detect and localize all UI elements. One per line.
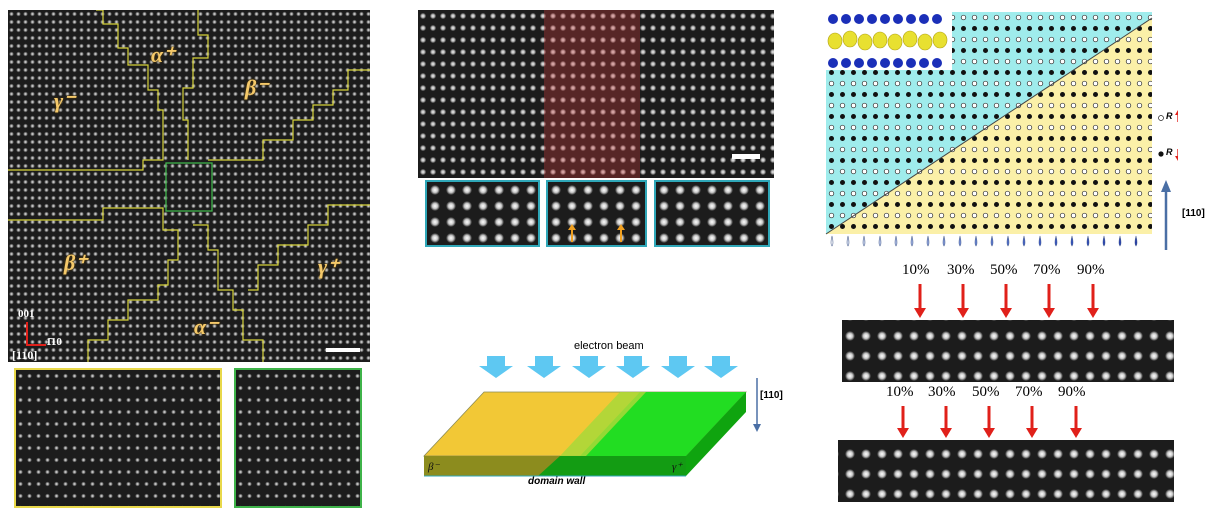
- label-r-up: R: [1166, 111, 1173, 121]
- highlighted-domain-wall-region: [544, 10, 640, 178]
- domain-label-beta-plus: β⁺: [64, 250, 87, 275]
- stem-image-strip: [418, 10, 774, 178]
- percent-label: 90%: [1077, 262, 1105, 278]
- axis-label-110: 1̄10: [46, 336, 62, 348]
- inset-right: [654, 180, 770, 247]
- domain-label-alpha-minus: α⁻: [194, 314, 218, 339]
- label-r-down: R: [1166, 147, 1173, 157]
- domain-label-alpha-plus: α⁺: [151, 42, 175, 67]
- percent-row-1: 10% 30% 50% 70% 90%: [840, 262, 1180, 322]
- lattice-schematic: R R [110]: [822, 8, 1205, 256]
- percent-label: 50%: [972, 384, 1000, 400]
- beam-arrows: [479, 356, 738, 378]
- zoom-green-region: [234, 368, 362, 508]
- axis-arrow-horizontal: [26, 344, 46, 346]
- domain-boundaries: [8, 10, 370, 362]
- slab-diagram: electron beam [110] β⁻ γ⁺ domain wall: [410, 336, 790, 506]
- domain-wall-label: domain wall: [528, 476, 586, 487]
- axis-arrow-vertical: [26, 322, 28, 346]
- droplet-row: [830, 235, 1138, 247]
- axis-label-001: 001: [18, 308, 35, 320]
- percent-row-2: 10% 30% 50% 70% 90%: [840, 384, 1180, 444]
- electron-beam-label: electron beam: [574, 340, 644, 352]
- domain-label-gamma-plus: γ⁺: [318, 254, 339, 279]
- percent-label: 10%: [902, 262, 930, 278]
- percent-label: 10%: [886, 384, 914, 400]
- percent-label: 90%: [1058, 384, 1086, 400]
- direction-label: [110]: [1182, 208, 1205, 219]
- linescan-image-2: [838, 440, 1174, 502]
- red-arrows-row-2: [897, 406, 1082, 438]
- domain-label-beta-minus: β⁻: [245, 75, 268, 100]
- right-domain-label: γ⁺: [672, 461, 683, 473]
- wall-arrows: [568, 224, 625, 242]
- domain-label-gamma-minus: γ⁻: [54, 88, 75, 113]
- percent-label: 30%: [947, 262, 975, 278]
- slab-svg: [423, 356, 761, 477]
- stem-image-large: γ⁻ α⁺ β⁻ β⁺ γ⁺ α⁻ 001 1̄10 [110]: [8, 10, 370, 362]
- direction-label: [110]: [760, 390, 783, 401]
- percent-label: 50%: [990, 262, 1018, 278]
- percent-label: 70%: [1033, 262, 1061, 278]
- zoom-yellow-region: [14, 368, 222, 508]
- inset-left: [425, 180, 540, 247]
- linescan-image-1: [842, 320, 1174, 382]
- left-domain-label: β⁻: [428, 461, 440, 473]
- zone-axis-label: [110]: [12, 348, 38, 362]
- lattice-svg: [825, 12, 1178, 250]
- percent-label: 30%: [928, 384, 956, 400]
- scale-bar: [326, 348, 360, 352]
- red-arrows-row-1: [914, 284, 1099, 318]
- scale-bar: [732, 154, 760, 159]
- inset-middle: [546, 180, 647, 247]
- percent-label: 70%: [1015, 384, 1043, 400]
